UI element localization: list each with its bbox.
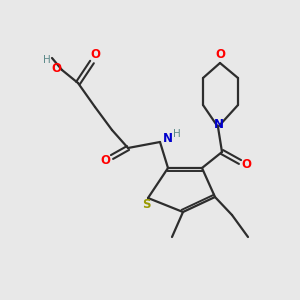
Text: O: O: [241, 158, 251, 170]
Text: S: S: [142, 199, 150, 212]
Text: N: N: [163, 133, 173, 146]
Text: O: O: [90, 49, 100, 62]
Text: N: N: [214, 118, 224, 130]
Text: O: O: [51, 61, 61, 74]
Text: O: O: [215, 49, 225, 62]
Text: O: O: [100, 154, 110, 166]
Text: H: H: [43, 55, 51, 65]
Text: H: H: [173, 129, 181, 139]
